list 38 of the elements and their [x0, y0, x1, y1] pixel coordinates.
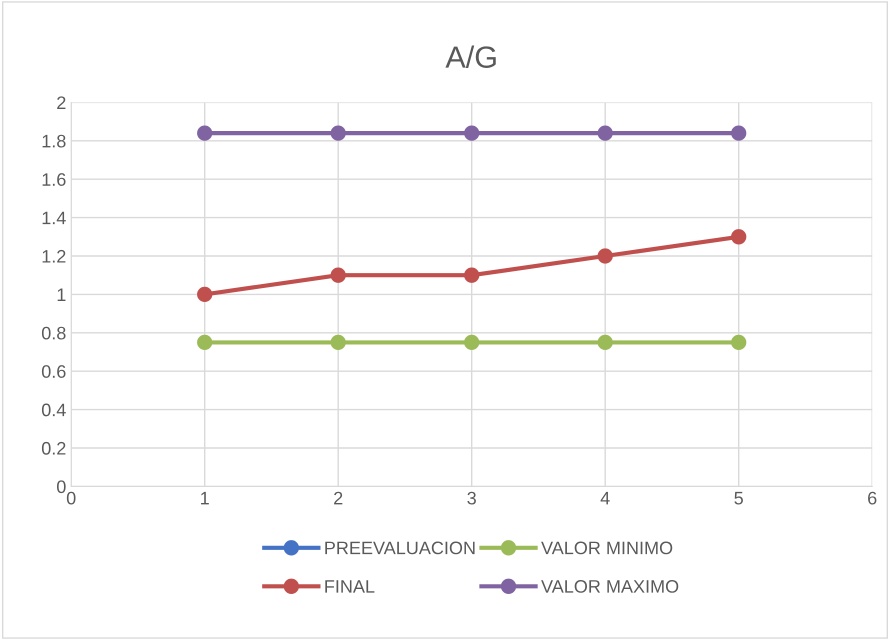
y-tick-label: 1.2 — [42, 250, 66, 263]
point — [598, 248, 613, 264]
x-tick-label: 5 — [734, 492, 743, 505]
point — [197, 334, 212, 350]
legend-label: VALOR MINIMO — [541, 542, 672, 554]
point — [731, 229, 746, 244]
point — [464, 268, 480, 283]
point — [731, 334, 746, 350]
point — [731, 125, 746, 141]
point — [464, 334, 480, 350]
point — [197, 125, 212, 141]
legend-label: FINAL — [325, 580, 374, 593]
y-tick-label: 0.4 — [42, 404, 66, 416]
y-tick-label: 2 — [57, 96, 66, 109]
point — [197, 286, 212, 302]
y-tick-label: 1.6 — [42, 173, 66, 186]
point — [330, 334, 346, 350]
y-tick-label: 0.6 — [42, 365, 66, 378]
point — [464, 125, 480, 141]
point — [598, 334, 613, 350]
legend-label: PREEVALUACION — [325, 542, 475, 554]
point — [598, 125, 613, 141]
x-tick-label: 4 — [600, 492, 610, 504]
x-tick-label: 1 — [201, 492, 209, 504]
x-tick-label: 6 — [868, 492, 876, 505]
y-tick-label: 1 — [58, 288, 66, 301]
x-tick-label: 0 — [66, 492, 76, 505]
point — [330, 268, 346, 283]
y-tick-label: 0.2 — [42, 442, 66, 455]
x-tick-label: 2 — [334, 492, 342, 504]
y-tick-label: 1.4 — [42, 212, 66, 224]
y-tick-label: 0.8 — [42, 326, 66, 340]
point — [330, 125, 346, 141]
y-tick-label: 0 — [57, 480, 66, 494]
x-tick-label: 3 — [467, 492, 476, 505]
y-tick-label: 1.8 — [42, 134, 66, 148]
chart-title: A/G — [445, 46, 496, 68]
legend-label: VALOR MAXIMO — [541, 580, 678, 593]
